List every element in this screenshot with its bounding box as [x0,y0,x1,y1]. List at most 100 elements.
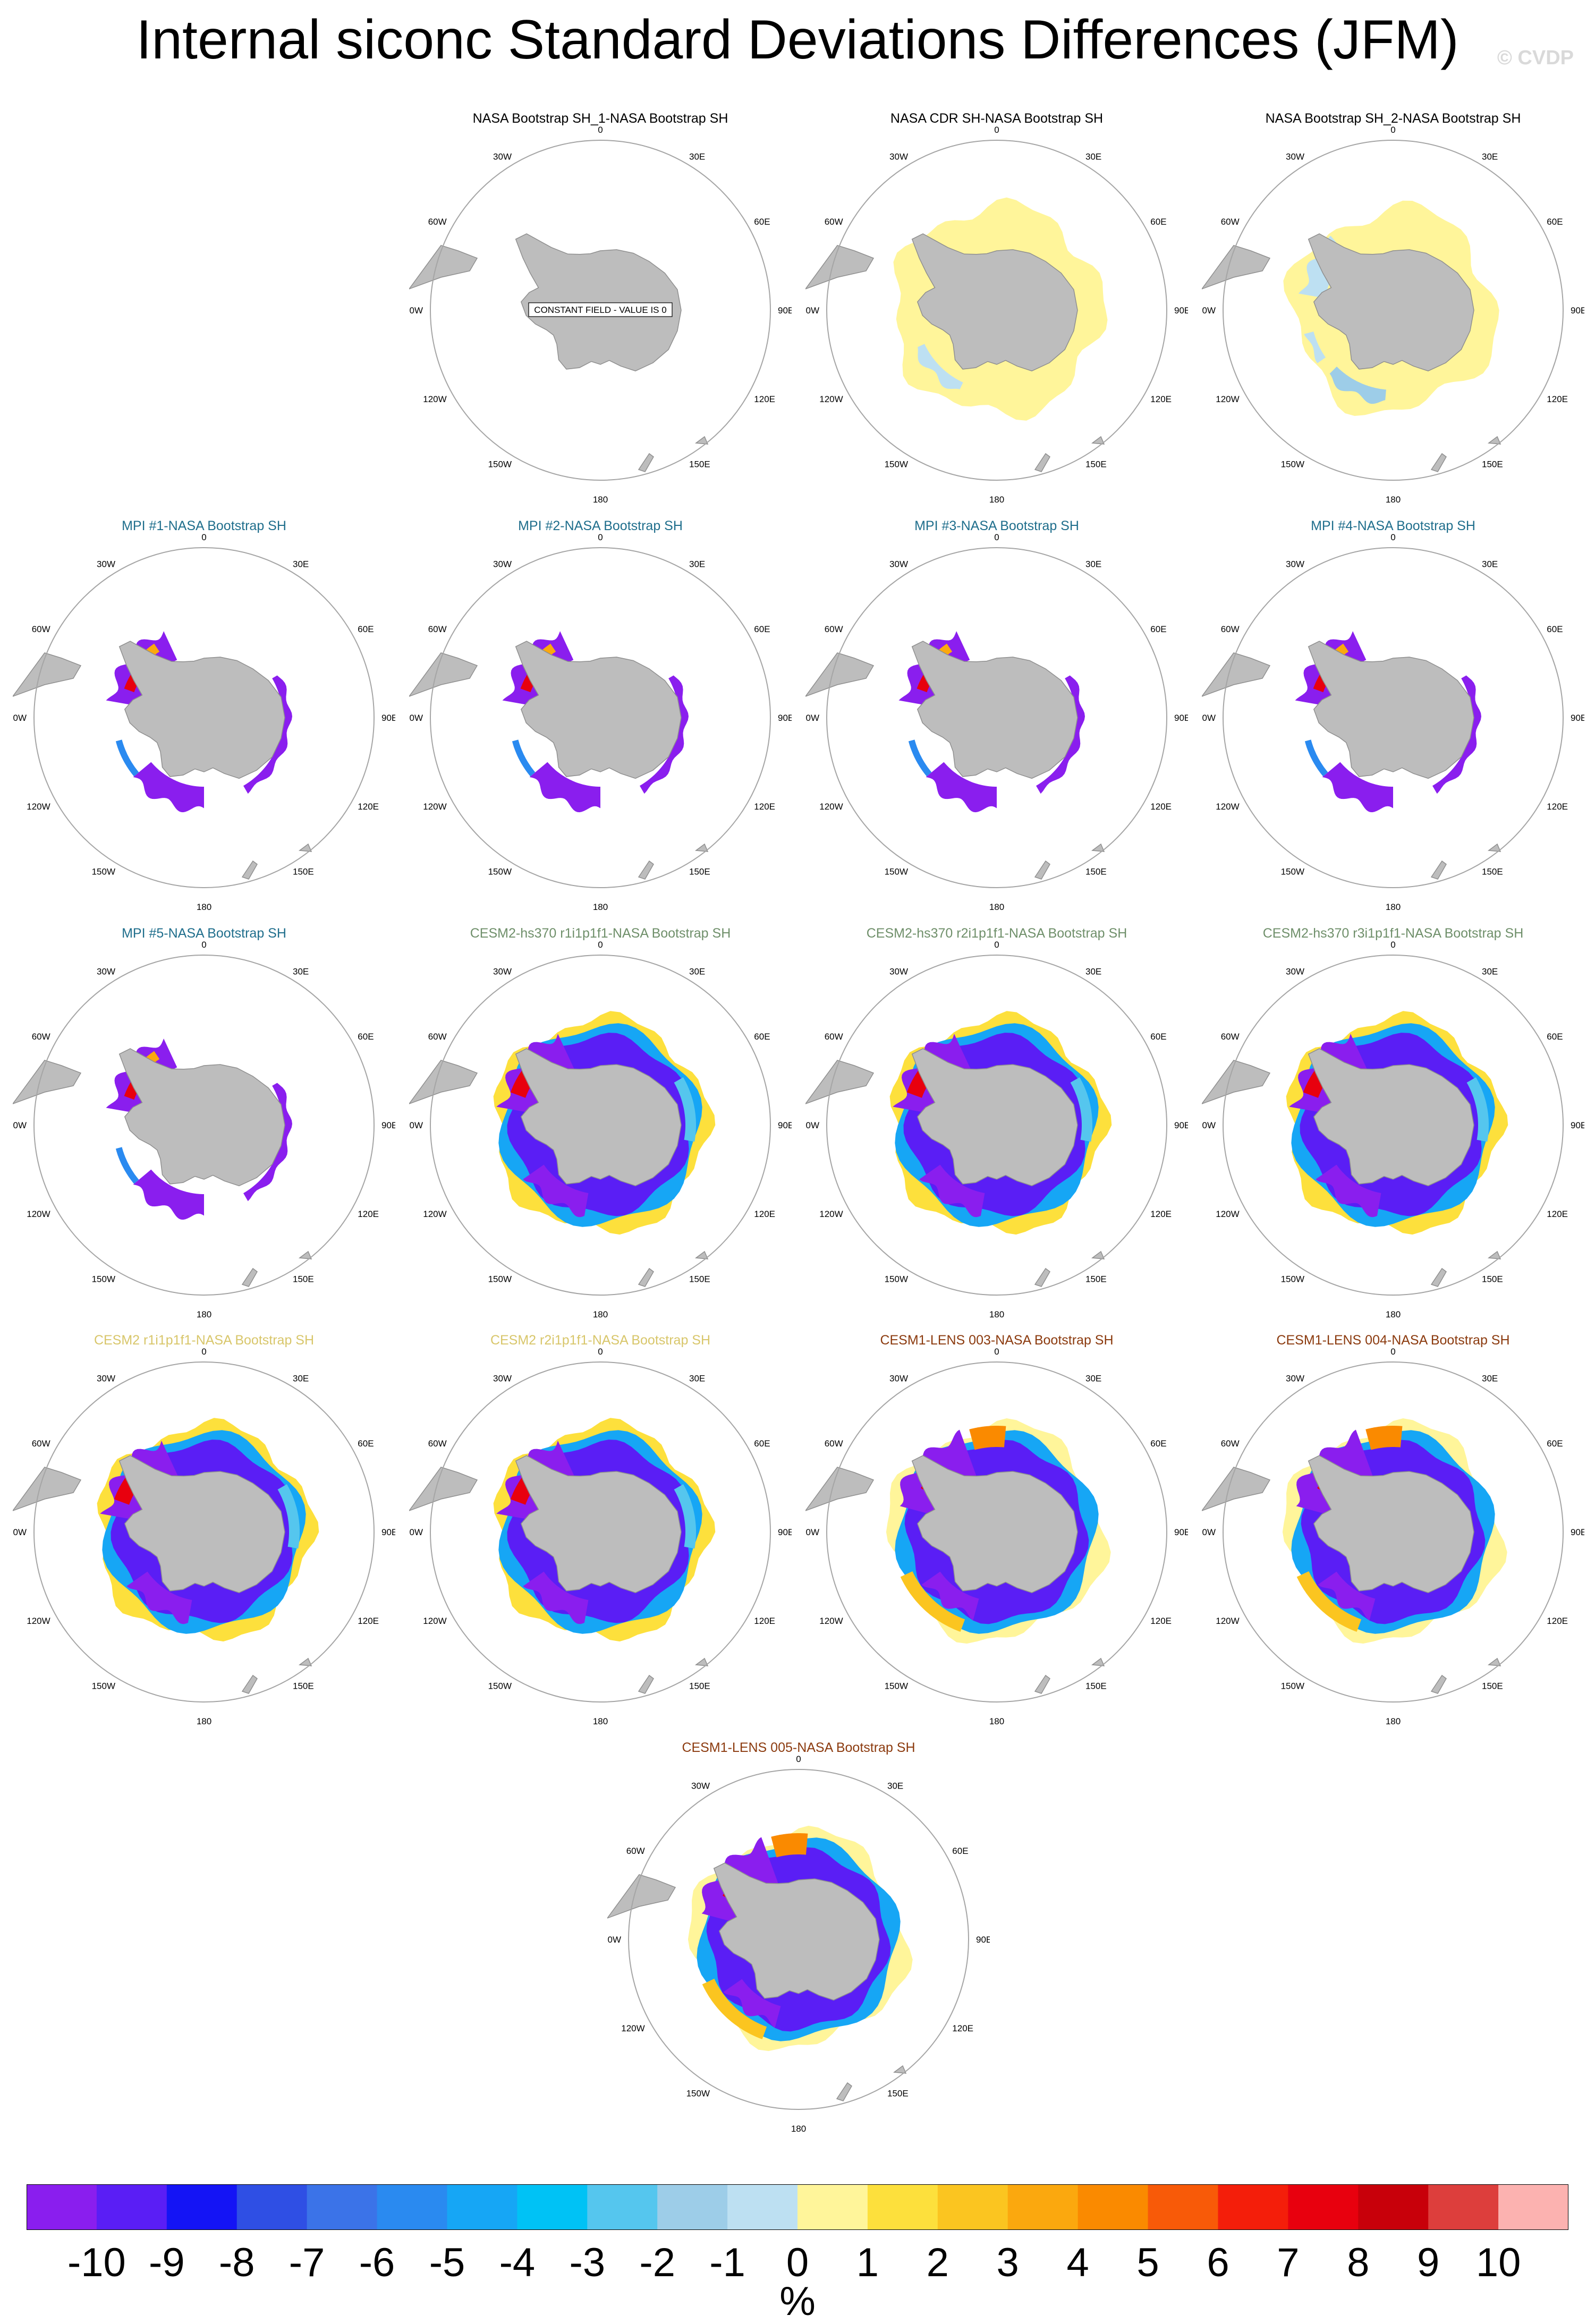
longitude-label-top: 0 [598,1348,603,1357]
longitude-label-left_upper: 60W [1221,624,1240,634]
longitude-label-left_upper: 60W [1221,217,1240,227]
antarctica-landmass [118,1048,285,1187]
longitude-label-top: 0 [1390,534,1395,542]
longitude-label-bottom: 180 [989,1309,1004,1318]
south-america-landmass [805,245,875,290]
longitude-label-left_lower: 120W [819,394,843,404]
longitude-label-left: 90W [1202,1120,1216,1130]
panel-title: MPI #3-NASA Bootstrap SH [914,518,1079,533]
longitude-label-top: 0 [201,941,206,950]
longitude-label-left_lower: 120W [423,1616,446,1626]
colorbar-tick-label: 3 [996,2240,1019,2285]
colorbar-swatch [1078,2184,1149,2230]
longitude-label-right_upper: 60E [1547,1438,1563,1449]
longitude-label-left: 90W [409,713,423,723]
south-america-landmass [1202,245,1271,290]
south-america-landmass [13,652,82,697]
longitude-label-left: 90W [13,713,27,723]
new-zealand-landmass [638,453,654,472]
tasmania-landmass [1487,436,1501,445]
longitude-label-right_lower: 120E [1150,1209,1172,1219]
panel-title: CESM2-hs370 r2i1p1f1-NASA Bootstrap SH [866,926,1127,941]
colorbar [27,2184,1568,2230]
south-america-landmass [805,1467,875,1511]
longitude-label-bottom: 180 [791,2124,806,2133]
colorbar-swatch [1007,2184,1079,2230]
colorbar-tick-label: -8 [218,2240,255,2285]
longitude-label-right_lower: 120E [754,1616,775,1626]
longitude-label-right_upper: 60E [754,624,770,634]
longitude-label-lower_left: 150W [1281,459,1304,469]
longitude-label-lower_right: 150E [293,1681,314,1691]
longitude-label-lower_left: 150W [686,2088,710,2098]
longitude-label-upper_left: 30W [691,1781,710,1791]
longitude-label-lower_right: 150E [293,1274,314,1284]
longitude-label-right_upper: 60E [358,1438,374,1449]
tasmania-landmass [298,1250,312,1259]
longitude-label-right: 90E [1571,1527,1584,1537]
longitude-label-top: 0 [994,126,999,135]
longitude-label-upper_right: 30E [1482,1374,1498,1384]
longitude-label-right: 90E [1571,713,1584,723]
longitude-label-bottom: 180 [593,1309,608,1318]
longitude-label-left_upper: 60W [825,1438,843,1449]
map-panel: CESM1-LENS 005-NASA Bootstrap SH 0 30E 60E 9… [607,1740,990,2133]
longitude-label-right: 90E [1174,305,1188,316]
polar-stereographic-map: 0 30E 60E 90E 120E 150E 180 150W 120W 90W 60W 30W [1202,126,1584,504]
longitude-label-upper_right: 30E [1482,967,1498,977]
longitude-label-right: 90E [778,305,792,316]
colorbar-swatch [657,2184,728,2230]
longitude-label-upper_right: 30E [1085,1374,1101,1384]
longitude-label-left_upper: 60W [1221,1032,1240,1042]
longitude-label-left_lower: 120W [27,1616,50,1626]
colorbar-swatch [937,2184,1008,2230]
antarctica-landmass [911,1048,1078,1187]
longitude-label-upper_left: 30W [1286,152,1304,162]
longitude-label-right_upper: 60E [754,1438,770,1449]
longitude-label-upper_right: 30E [293,559,309,569]
longitude-label-lower_left: 150W [488,1274,512,1284]
longitude-label-top: 0 [994,534,999,542]
longitude-label-left_upper: 60W [32,624,50,634]
longitude-label-left: 90W [805,1527,819,1537]
longitude-label-right_lower: 120E [358,1209,379,1219]
longitude-label-right_lower: 120E [358,1616,379,1626]
svg-text:CONSTANT FIELD - VALUE IS 0: CONSTANT FIELD - VALUE IS 0 [534,305,666,315]
panel-title: CESM1-LENS 004-NASA Bootstrap SH [1276,1333,1510,1348]
antarctica-landmass [515,233,682,372]
map-boundary [1223,955,1564,1296]
longitude-label-upper_right: 30E [1085,559,1101,569]
new-zealand-landmass [1034,1267,1050,1287]
colorbar-tick-label: -2 [639,2240,675,2285]
polar-stereographic-map: 0 30E 60E 90E 120E 150E 180 150W 120W 90W 60W 30W [805,126,1188,504]
longitude-label-right_lower: 120E [1150,394,1172,404]
tasmania-landmass [893,2065,907,2074]
colorbar-tick-label: -5 [429,2240,465,2285]
longitude-label-right: 90E [381,1527,395,1537]
longitude-label-left_lower: 120W [27,802,50,812]
antarctica-landmass [911,641,1078,779]
longitude-label-bottom: 180 [197,1716,211,1725]
longitude-label-upper_left: 30W [1286,1374,1304,1384]
longitude-label-lower_left: 150W [1281,1681,1304,1691]
longitude-label-upper_right: 30E [293,1374,309,1384]
colorbar-swatch [27,2184,97,2230]
longitude-label-right_upper: 60E [358,1032,374,1042]
map-boundary [826,140,1167,481]
longitude-label-left_upper: 60W [428,1032,447,1042]
tasmania-landmass [694,1657,709,1666]
south-america-landmass [409,1060,478,1104]
polar-stereographic-map: 0 30E 60E 90E 120E 150E 180 150W 120W 90W 60W 30W [409,1348,792,1725]
map-boundary [628,1769,969,2110]
longitude-label-lower_left: 150W [92,1681,115,1691]
longitude-label-right_lower: 120E [1547,1616,1568,1626]
longitude-label-bottom: 180 [593,902,608,911]
map-panel: CESM1-LENS 003-NASA Bootstrap SH 0 30E 60E 9… [805,1332,1188,1725]
longitude-label-bottom: 180 [989,495,1004,504]
longitude-label-left_lower: 120W [1216,1616,1239,1626]
longitude-label-lower_left: 150W [1281,1274,1304,1284]
longitude-label-left_lower: 120W [819,1616,843,1626]
colorbar-swatch [96,2184,167,2230]
longitude-label-left_lower: 120W [1216,1209,1239,1219]
south-america-landmass [1202,1060,1271,1104]
